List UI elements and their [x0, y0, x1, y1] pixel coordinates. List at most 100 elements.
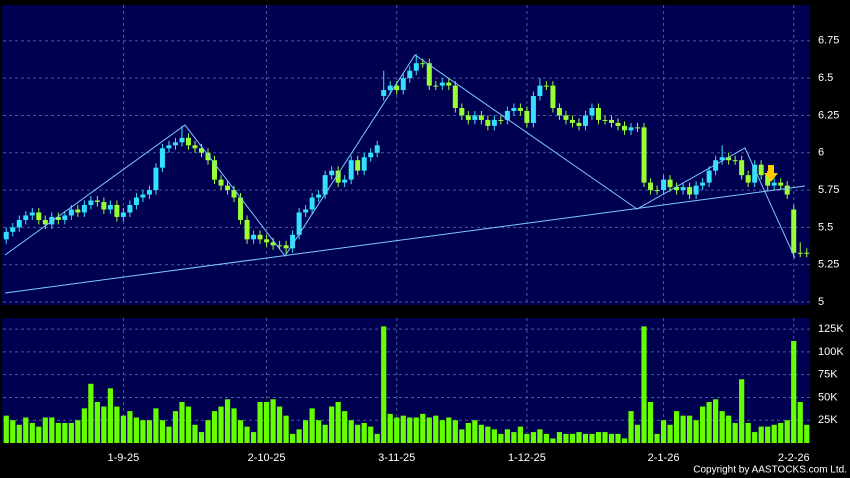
candle-body: [517, 107, 523, 111]
price-tick-label: 6.75: [818, 35, 839, 47]
x-tick-label: 2-10-25: [248, 452, 286, 464]
candle-body: [713, 160, 719, 171]
volume-bar: [543, 433, 550, 443]
volume-bar: [237, 420, 244, 443]
candle-body: [732, 160, 738, 162]
candle-body: [595, 107, 601, 120]
volume-tick-label: 100K: [818, 346, 844, 358]
volume-bar: [615, 433, 621, 443]
candle-body: [133, 197, 139, 205]
candle-body: [264, 239, 270, 243]
volume-bar: [498, 433, 504, 443]
volume-bar: [75, 420, 81, 443]
candle-body: [667, 179, 673, 188]
volume-bar: [654, 433, 660, 443]
candle-body: [348, 160, 354, 180]
price-panel: [2, 5, 810, 305]
candle-body: [114, 205, 120, 217]
volume-bar: [81, 408, 87, 443]
candle-body: [198, 148, 204, 153]
candle-body: [94, 200, 100, 203]
volume-bar: [335, 402, 341, 443]
candle-body: [459, 107, 465, 116]
volume-bar: [634, 424, 641, 443]
candle-body: [569, 119, 575, 123]
candle-body: [752, 164, 758, 183]
candle-body: [465, 115, 471, 120]
grid: [3, 5, 810, 443]
candle-body: [674, 187, 680, 191]
candle-body: [166, 145, 172, 149]
volume-bar: [250, 432, 257, 443]
price-tick-label: 5: [818, 296, 824, 308]
candle-body: [16, 219, 22, 228]
candle-body: [361, 157, 367, 171]
volume-bar: [257, 402, 263, 443]
volume-bar: [342, 411, 348, 443]
candle-body: [452, 85, 458, 108]
volume-bar: [355, 424, 361, 443]
volume-bar: [114, 406, 120, 443]
candle-body: [29, 212, 35, 216]
volume-bar: [576, 432, 582, 443]
copyright: Copyright by AASTOCKS.com Ltd.: [693, 465, 847, 476]
volume-bar: [218, 406, 224, 443]
support-line: [4, 185, 806, 294]
volume-bar: [797, 402, 803, 443]
volume-bar: [504, 429, 510, 443]
volume-bar: [42, 417, 48, 443]
candle-body: [745, 175, 751, 183]
volume-bar: [732, 422, 738, 443]
volume-bar: [407, 417, 413, 443]
candle-body: [589, 107, 595, 116]
volume-bar: [387, 413, 393, 443]
x-tick-label: 1-12-25: [508, 452, 546, 464]
candle-body: [322, 175, 328, 195]
volume-bar: [778, 422, 784, 443]
zigzag-line: [4, 54, 796, 259]
volume-bar: [185, 406, 192, 443]
volume-bar: [316, 420, 322, 443]
candle-body: [426, 63, 432, 86]
candle-body: [387, 85, 393, 91]
volume-bar: [687, 415, 693, 443]
candle-body: [172, 142, 178, 146]
volume-bar: [628, 411, 634, 443]
volume-bar: [270, 399, 276, 443]
candle-body: [212, 160, 218, 180]
volume-bar: [62, 422, 68, 443]
volume-bar: [563, 433, 569, 443]
volume-bar: [283, 415, 289, 443]
candle-body: [283, 245, 289, 249]
candle-body: [556, 107, 562, 116]
volume-bar: [172, 411, 179, 443]
candle-body: [804, 252, 810, 254]
volume-tick-label: 50K: [818, 391, 838, 403]
candle-body: [524, 110, 530, 123]
candle-body: [231, 190, 237, 198]
volume-bar: [322, 424, 328, 443]
candle-body: [602, 119, 608, 121]
volume-bar: [693, 420, 699, 443]
candle-body: [485, 119, 491, 126]
x-tick-label: 1-9-25: [108, 452, 140, 464]
candle-body: [706, 170, 712, 183]
candle-body: [107, 205, 113, 210]
candle-body: [628, 127, 634, 131]
volume-bar: [361, 422, 367, 443]
volume-bar: [159, 420, 166, 443]
volume-bar: [329, 406, 335, 443]
price-tick-label: 5.25: [818, 259, 839, 271]
candle-body: [726, 157, 732, 161]
volume-bar: [621, 438, 628, 443]
volume-bar: [368, 426, 374, 443]
volume-bar: [68, 422, 74, 443]
volume-bar: [719, 411, 725, 443]
volume-bar: [700, 406, 706, 443]
candle-body: [146, 190, 152, 195]
volume-bar: [556, 432, 563, 443]
volume-bar: [530, 432, 537, 443]
volume-bar: [303, 420, 309, 443]
volume-bar: [569, 433, 576, 443]
candle-body: [36, 212, 42, 220]
